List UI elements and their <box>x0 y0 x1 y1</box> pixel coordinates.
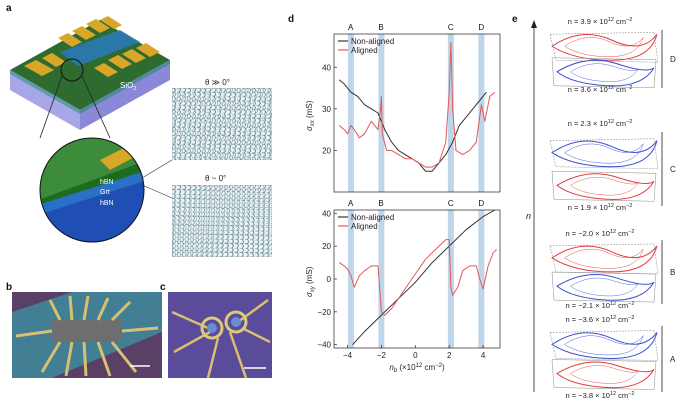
orbit-label: n = 3.9 × 1012 cm−2 <box>568 17 633 26</box>
lattice-misaligned <box>172 88 272 160</box>
xlabel: nb (×1012 cm−2) <box>389 363 445 374</box>
zone-boundary <box>551 57 657 89</box>
theta-large-label: θ ≫ 0° <box>205 78 230 87</box>
series-non-aligned <box>338 79 487 172</box>
xtick-label: −2 <box>377 351 387 360</box>
group-label-D: D <box>670 55 676 64</box>
band-A <box>347 34 354 192</box>
orbit-curve-inner <box>570 63 639 82</box>
xtick-label: −4 <box>343 351 353 360</box>
legend-entry: Aligned <box>351 46 378 55</box>
series-non-aligned <box>352 209 496 346</box>
orbit-curve <box>551 332 658 359</box>
legend-entry: Non-aligned <box>351 37 394 46</box>
band-label-A: A <box>348 23 354 32</box>
orbit-curve <box>556 59 655 87</box>
sio2-label: SiO2 <box>120 81 136 92</box>
band-A <box>347 210 354 348</box>
series-aligned <box>338 41 496 168</box>
device-schematic: SiO2 hBN Grt hBN <box>10 16 173 243</box>
ylabel: σxy (mS) <box>305 266 316 297</box>
device-photo-b <box>12 292 162 378</box>
ytick-label: −20 <box>317 308 331 317</box>
group-label-C: C <box>670 165 676 174</box>
ytick-label: 0 <box>327 275 332 284</box>
zone-boundary <box>549 138 659 169</box>
group-label-A: A <box>670 355 676 364</box>
zone-boundary <box>549 31 659 63</box>
orbit-curve <box>551 245 658 273</box>
series-aligned <box>338 239 497 316</box>
panel-label-e: e <box>512 14 518 25</box>
ytick-label: 40 <box>322 209 331 218</box>
band-label-D: D <box>478 199 484 208</box>
ytick-label: 30 <box>322 105 331 114</box>
orbit-label: n = −2.1 × 1012 cm−2 <box>566 301 635 310</box>
orbit-label: n = 2.3 × 1012 cm−2 <box>568 119 633 128</box>
orbit-label: n = −3.8 × 1012 cm−2 <box>566 391 635 400</box>
lattice-aligned <box>172 185 272 257</box>
zone-boundary <box>549 330 659 361</box>
panel-label-b: b <box>6 282 13 293</box>
legend-entry: Aligned <box>351 222 378 231</box>
group-label-B: B <box>670 268 675 277</box>
ytick-label: −40 <box>317 341 331 350</box>
band-D <box>478 34 485 192</box>
orbit-curve-inner <box>570 176 639 196</box>
xtick-label: 4 <box>481 351 486 360</box>
orbit-label: n = 3.6 × 1012 cm−2 <box>568 85 633 94</box>
ytick-label: 20 <box>322 242 331 251</box>
band-label-B: B <box>378 199 383 208</box>
panel-label-c: c <box>160 282 166 293</box>
orbit-curve-inner <box>564 335 644 356</box>
orbit-curve-inner <box>570 365 639 384</box>
xtick-label: 0 <box>413 351 418 360</box>
orbit-curve <box>556 274 655 301</box>
orbit-label: n = −2.0 × 1012 cm−2 <box>566 229 635 238</box>
xtick-label: 2 <box>447 351 452 360</box>
orbit-curve <box>556 173 655 200</box>
n-axis-label: n <box>526 211 531 221</box>
zone-boundary <box>551 359 657 390</box>
band-B <box>378 210 385 348</box>
band-label-D: D <box>478 23 484 32</box>
ytick-label: 20 <box>322 146 331 155</box>
zone-boundary <box>551 171 657 202</box>
panel-label-d: d <box>288 14 295 25</box>
orbit-label: n = −3.6 × 1012 cm−2 <box>566 315 635 324</box>
hofstadter-orbits: n n = 3.9 × 1012 cm−2 n = 3.6 × 1012 cm−2 n… <box>526 17 676 400</box>
hbn-top-label: hBN <box>100 179 114 186</box>
orbit-curve-inner <box>564 248 644 269</box>
orbit-curve <box>551 33 658 61</box>
orbit-curve-inner <box>564 37 644 57</box>
band-label-B: B <box>378 23 383 32</box>
band-label-C: C <box>448 199 454 208</box>
graphene-label: Grt <box>100 189 110 196</box>
band-label-C: C <box>448 23 454 32</box>
theta-zero-label: θ ~ 0° <box>205 174 227 183</box>
plot-frame <box>333 33 501 193</box>
panel-label-a: a <box>6 3 12 14</box>
n-axis-arrow <box>531 20 537 28</box>
ylabel: σxx (mS) <box>305 100 316 131</box>
band-D <box>478 210 485 348</box>
zone-boundary <box>549 243 659 275</box>
ytick-label: 40 <box>322 63 331 72</box>
zone-boundary <box>551 271 657 303</box>
hbn-bottom-label: hBN <box>100 200 114 207</box>
orbit-curve-inner <box>564 143 644 164</box>
orbit-curve-inner <box>570 277 639 297</box>
orbit-curve <box>556 361 655 389</box>
band-C <box>447 34 454 192</box>
device-photo-c <box>168 292 272 378</box>
orbit-curve <box>551 140 658 168</box>
orbit-label: n = 1.9 × 1012 cm−2 <box>568 203 633 212</box>
band-label-A: A <box>348 199 354 208</box>
legend-entry: Non-aligned <box>351 213 394 222</box>
